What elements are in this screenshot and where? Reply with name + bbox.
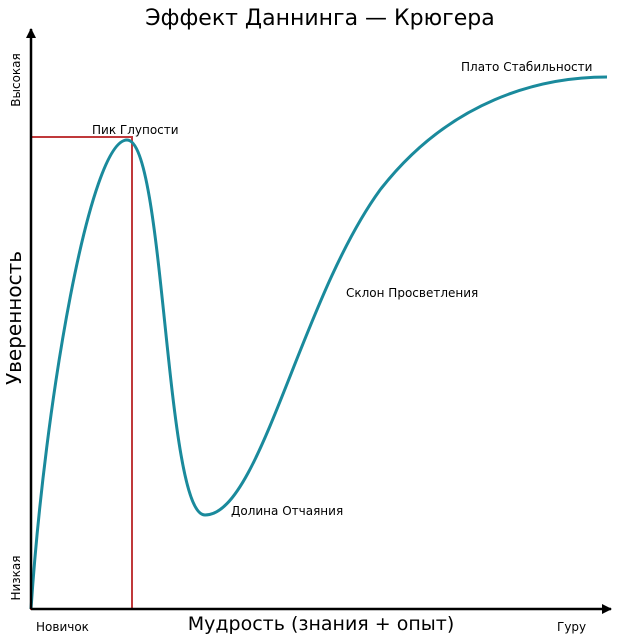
y-high-label: Высокая (9, 53, 23, 106)
title: Эффект Даннинга — Крюгера (145, 6, 494, 31)
x-end-label: Гуру (557, 620, 586, 634)
annotation: Склон Просветления (346, 286, 478, 300)
annotation: Плато Стабильности (461, 60, 592, 74)
annotation: Долина Отчаяния (231, 504, 343, 518)
curve (29, 75, 608, 610)
y-axis-label: Уверенность (2, 251, 26, 385)
y-low-label: Низкая (9, 555, 23, 600)
x-axis-label: Мудрость (знания + опыт) (188, 613, 455, 635)
annotation: Пик Глупости (92, 123, 179, 137)
x-start-label: Новичок (36, 620, 89, 634)
